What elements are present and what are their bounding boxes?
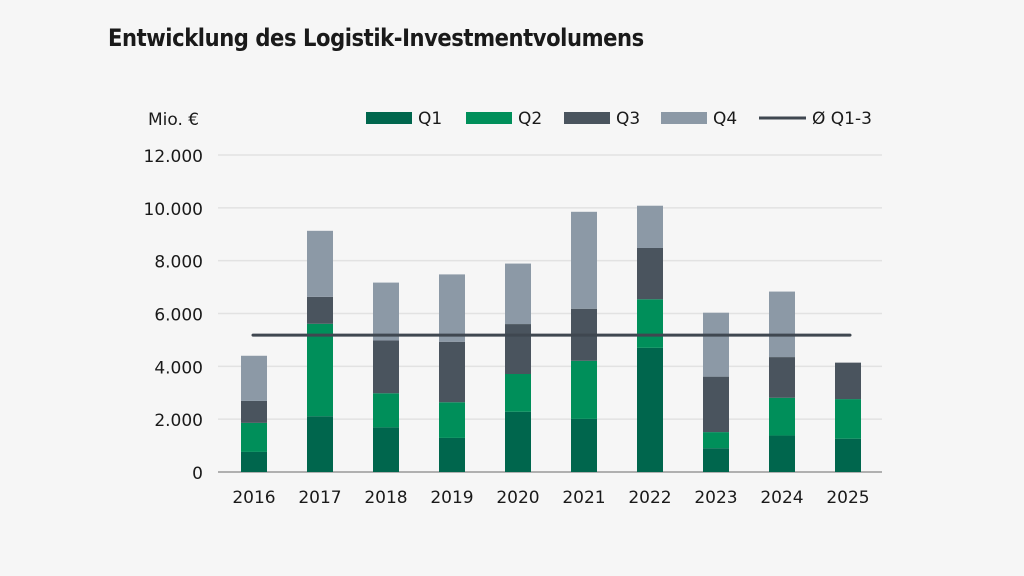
x-tick-label: 2025	[826, 488, 869, 508]
bar-q2-2016	[241, 422, 267, 452]
bar-q1-2019	[439, 437, 465, 472]
bar-q1-2025	[835, 438, 861, 472]
x-tick-label: 2019	[430, 488, 473, 508]
bar-q2-2018	[373, 393, 399, 428]
legend-swatch-q1	[366, 112, 412, 124]
y-tick-label: 0	[192, 464, 203, 484]
bar-q2-2019	[439, 402, 465, 438]
bar-q4-2019	[439, 274, 465, 342]
legend-swatch-q3	[564, 112, 610, 124]
y-tick-label: 10.000	[144, 200, 203, 220]
bar-q1-2024	[769, 435, 795, 472]
legend-label-q4: Q4	[713, 109, 737, 129]
bar-q4-2024	[769, 291, 795, 358]
bar-q3-2017	[307, 296, 333, 324]
bar-q4-2021	[571, 211, 597, 309]
bar-q1-2023	[703, 448, 729, 472]
y-tick-label: 4.000	[154, 358, 203, 378]
x-tick-label: 2024	[760, 488, 803, 508]
y-tick-label: 8.000	[154, 253, 203, 273]
y-tick-label: 12.000	[144, 147, 203, 167]
legend-swatch-q2	[466, 112, 512, 124]
bar-q2-2021	[571, 360, 597, 419]
x-tick-label: 2023	[694, 488, 737, 508]
bar-q2-2024	[769, 397, 795, 436]
x-tick-label: 2022	[628, 488, 671, 508]
chart-title: Entwicklung des Logistik-Investmentvolum…	[108, 24, 644, 52]
bar-q2-2025	[835, 399, 861, 439]
bar-q4-2020	[505, 263, 531, 325]
bar-q3-2019	[439, 341, 465, 403]
y-axis-label: Mio. €	[148, 110, 199, 130]
bar-q1-2017	[307, 416, 333, 472]
bar-q4-2023	[703, 312, 729, 377]
bar-q4-2022	[637, 205, 663, 248]
bar-q1-2016	[241, 451, 267, 472]
x-tick-label: 2020	[496, 488, 539, 508]
legend-label-q1: Q1	[418, 109, 442, 129]
bar-q2-2017	[307, 323, 333, 417]
bar-q1-2018	[373, 427, 399, 472]
bar-q3-2023	[703, 376, 729, 433]
bar-q4-2016	[241, 355, 267, 401]
bar-q1-2020	[505, 411, 531, 472]
bar-q1-2021	[571, 418, 597, 472]
x-tick-label: 2016	[232, 488, 275, 508]
bar-q3-2024	[769, 357, 795, 398]
bar-q2-2023	[703, 432, 729, 449]
bar-q3-2016	[241, 400, 267, 423]
legend-label-q2: Q2	[518, 109, 542, 129]
bar-q3-2025	[835, 362, 861, 400]
x-tick-label: 2018	[364, 488, 407, 508]
bar-q2-2022	[637, 299, 663, 348]
legend-label-average: Ø Q1-3	[812, 109, 872, 129]
bar-q4-2017	[307, 230, 333, 297]
bar-q3-2022	[637, 247, 663, 300]
legend-swatch-q4	[661, 112, 707, 124]
bar-q2-2020	[505, 373, 531, 412]
legend-label-q3: Q3	[616, 109, 640, 129]
bar-q4-2018	[373, 282, 399, 341]
bar-q3-2018	[373, 340, 399, 394]
y-tick-label: 2.000	[154, 411, 203, 431]
bar-q1-2022	[637, 347, 663, 472]
y-tick-label: 6.000	[154, 306, 203, 326]
x-tick-label: 2017	[298, 488, 341, 508]
x-tick-label: 2021	[562, 488, 605, 508]
bar-q3-2020	[505, 324, 531, 374]
